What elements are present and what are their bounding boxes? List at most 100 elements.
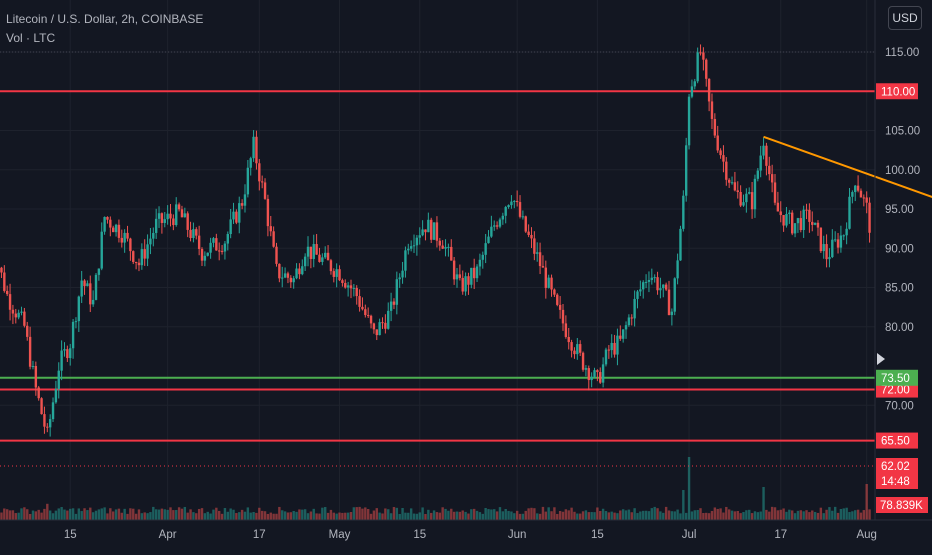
volume-bar [212,509,215,520]
volume-bar [412,513,416,520]
volume-bar [742,512,745,520]
candle-body [34,366,38,388]
volume-bar [845,507,848,520]
candle-body [593,370,596,377]
candle-body [759,155,762,171]
candle-body [647,279,651,282]
volume-bar [833,506,837,520]
volume-bar [183,506,187,520]
candle-body [733,182,737,191]
volume-bar [366,508,370,520]
volume-bar [621,509,625,520]
volume-bar [94,510,98,520]
volume-bar [702,512,705,520]
candle-body [584,368,588,370]
candle-body [17,312,20,318]
candle-body [220,250,224,252]
horizontal-lines[interactable] [0,90,875,467]
time-tick-label: 17 [253,529,266,541]
candle-body [8,294,12,310]
candle-body [722,155,725,162]
volume-bar [510,511,513,520]
volume-bar [409,508,413,520]
volume-bar [481,513,484,520]
candle-body [578,344,582,353]
volume-bar [851,511,854,520]
volume-bar [5,509,9,520]
price-scale[interactable]: 115.00 105.00 100.00 95.00 90.00 85.00 80.00 70… [885,47,920,412]
candle-body [392,301,396,305]
volume-indicator-title[interactable]: Vol · LTC [6,31,56,45]
volume-bar [730,510,734,520]
trendline[interactable] [763,135,932,215]
price-tick-label: 90.00 [885,243,914,255]
currency-button[interactable]: USD [888,6,922,30]
candle-body [630,317,633,319]
volume-bar [564,509,568,520]
trendline[interactable] [763,135,932,215]
volume-bar [114,509,118,520]
candle-body [421,229,424,236]
candle-body [868,202,871,233]
time-tick-label: 17 [774,529,787,541]
volume-bar [676,509,679,520]
volume-bar [768,511,771,520]
candle-body [166,213,169,220]
candle-body [833,239,837,241]
candle-body [384,322,387,329]
candle-body [670,311,674,316]
volume-bar [498,507,502,520]
volume-bar [275,513,278,520]
volume-bar [630,512,633,520]
price-label-65.50-bg [876,432,918,449]
volume-bar [865,484,868,520]
price-scale-arrow-icon [877,353,885,365]
time-scale[interactable]: 15Apr17May15Jun15Jul17Aug15 [64,529,932,541]
candle-body [739,191,742,206]
volume-bar [859,512,863,520]
candle-body [23,311,26,326]
volume-bar [154,509,158,520]
candle-body [292,278,295,283]
volume-bar [97,509,101,520]
candle-body [14,313,17,318]
price-tick-label: 105.00 [885,126,920,138]
candle-body [387,310,390,329]
candle-body [295,268,298,279]
volume-bar [427,509,430,520]
volume-bar [387,509,390,520]
candle-body [275,246,278,264]
candle-body [172,218,175,226]
candle-body [192,229,195,239]
candle-body [541,266,545,268]
volume-bar [172,510,175,520]
volume-bar [521,513,525,520]
volume-bar [335,513,338,520]
candle-body [255,136,258,164]
candle-body [123,232,126,243]
volume-bar [868,509,871,520]
volume-bar [218,510,221,520]
candle-body [200,248,204,261]
candle-body [727,179,731,183]
volume-bar [567,510,570,520]
candle-body [71,321,75,349]
candle-body [533,238,536,254]
volume-bar [719,508,722,520]
candle-body [553,289,556,295]
symbol-title[interactable]: Litecoin / U.S. Dollar, 2h, COINBASE [6,12,204,26]
grid [0,0,875,520]
candle-body [346,285,350,288]
candle-body [859,190,863,198]
candle-body [0,267,3,273]
candle-body [183,213,187,218]
candle-body [412,245,416,247]
candle-body [793,223,797,234]
candle-body [126,232,129,239]
volume-bar [378,512,381,520]
candles[interactable] [0,44,871,437]
candle-body [281,277,284,279]
volume-bar [788,509,791,520]
volume-bar [796,510,800,520]
